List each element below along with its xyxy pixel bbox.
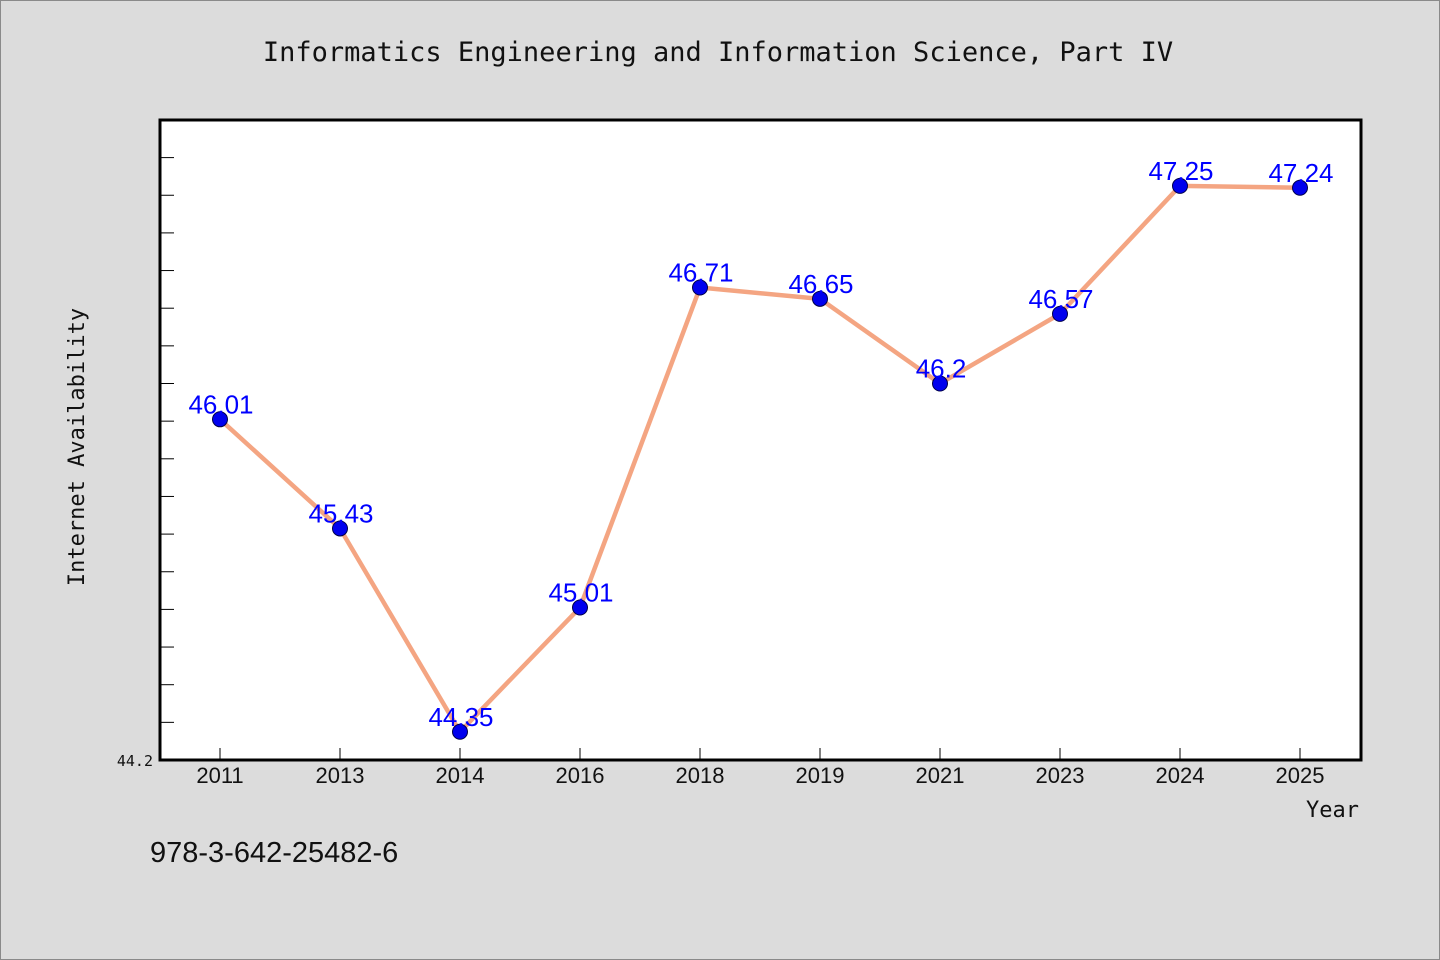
data-point	[332, 520, 348, 537]
data-label: 46.57	[1028, 284, 1093, 314]
data-point	[1292, 179, 1308, 196]
y-axis-ticks	[160, 157, 174, 761]
y-axis-label: Internet Availability	[65, 308, 90, 586]
isbn-text: 978-3-642-25482-6	[150, 837, 398, 869]
x-tick-label: 2024	[1156, 763, 1205, 788]
x-axis-ticks	[219, 748, 1301, 760]
data-point	[812, 290, 828, 307]
x-tick-label: 2021	[916, 763, 965, 788]
data-point	[452, 723, 468, 740]
data-markers	[212, 177, 1308, 740]
data-label: 45.43	[308, 498, 373, 528]
data-label: 45.01	[548, 578, 613, 608]
data-label: 46.65	[788, 269, 853, 299]
x-tick-label: 2018	[676, 763, 725, 788]
data-point	[212, 411, 228, 428]
data-label: 46.71	[668, 258, 733, 288]
data-label: 47.25	[1148, 156, 1213, 186]
x-tick-label: 2025	[1276, 763, 1325, 788]
plot-area	[158, 118, 1363, 762]
chart-title: Informatics Engineering and Information …	[263, 37, 1173, 68]
data-point	[1172, 177, 1188, 194]
y-tick-label-min: 44.2	[117, 752, 153, 770]
data-point	[932, 375, 948, 392]
x-tick-label: 2014	[436, 763, 485, 788]
x-tick-label: 2016	[556, 763, 605, 788]
series-line-group	[217, 183, 1303, 735]
data-point	[692, 279, 708, 296]
x-tick-label: 2011	[196, 763, 243, 788]
data-point	[1052, 305, 1068, 322]
data-point	[572, 599, 588, 616]
data-label: 44.35	[428, 702, 493, 732]
data-label: 46.01	[188, 389, 253, 419]
x-tick-label: 2013	[316, 763, 365, 788]
x-tick-label: 2023	[1036, 763, 1085, 788]
x-tick-label: 2019	[796, 763, 845, 788]
x-axis-label: Year	[1306, 798, 1359, 823]
data-label: 47.24	[1268, 158, 1333, 188]
x-tick-labels: 2011 2013 2014 2016 2018 2019 2021 2023 2024 2025	[196, 763, 1324, 788]
series-line	[217, 183, 1303, 735]
data-labels: 46.01 45.43 44.35 45.01 46.71 46.65 46.2 46.57 4…	[188, 156, 1333, 732]
data-label: 46.2	[916, 354, 967, 384]
